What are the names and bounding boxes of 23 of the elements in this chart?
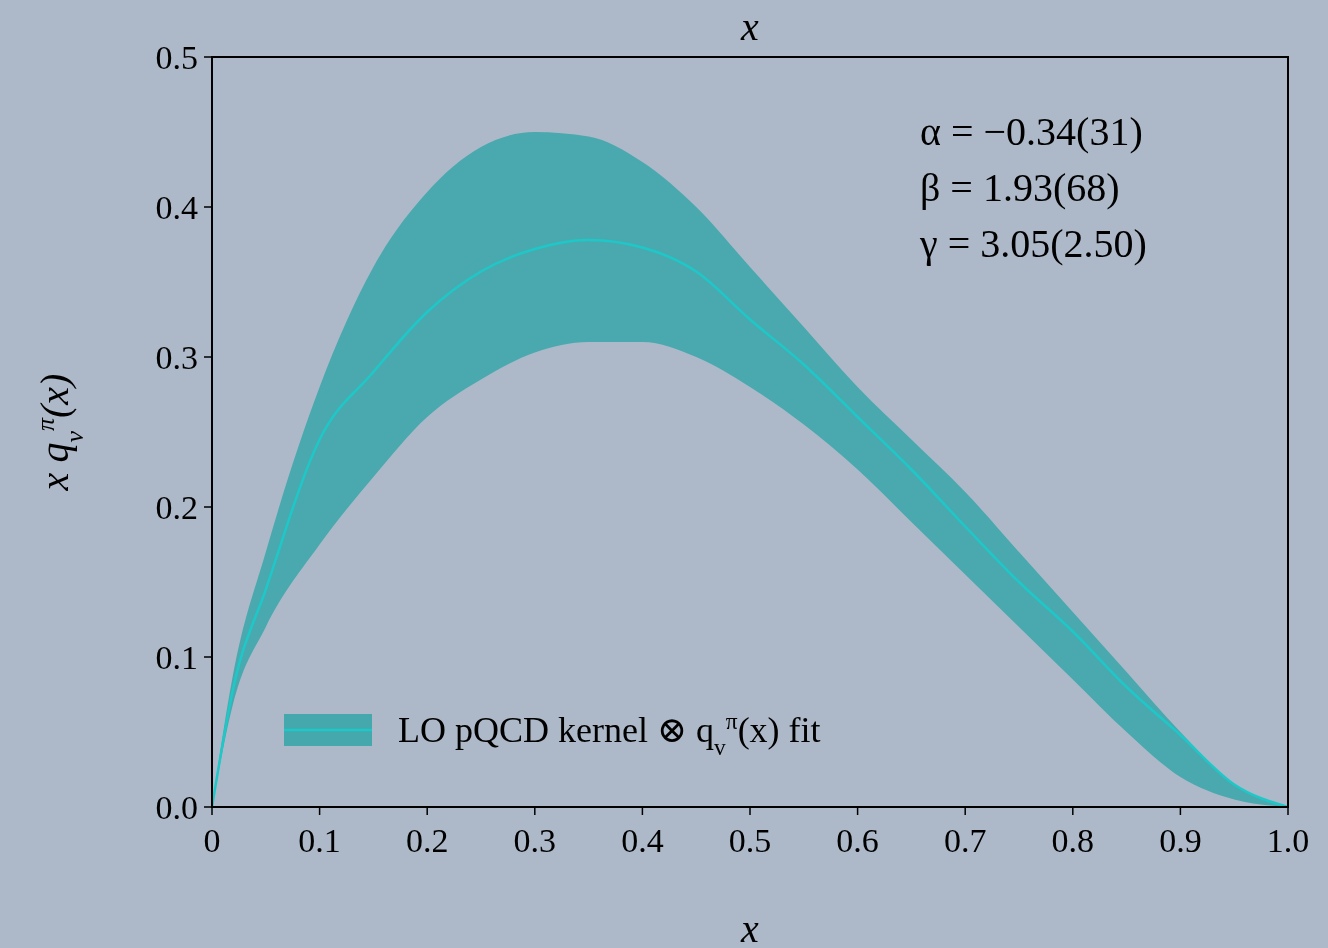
legend-label: LO pQCD kernel ⊗ q$_{v}$$^{π}$(x) fit xyxy=(398,708,821,760)
x-axis-title: x xyxy=(740,906,760,948)
x-tick-label: 0.3 xyxy=(513,822,557,859)
x-tick-label: 0.5 xyxy=(728,822,772,859)
y-tick-label: 0.4 xyxy=(155,189,198,226)
y-tick-label: 0.1 xyxy=(155,639,198,676)
chart-title: x xyxy=(740,4,760,49)
x-tick-label: 0.9 xyxy=(1159,822,1202,859)
x-tick-label: 0 xyxy=(203,822,221,859)
y-tick-label: 0.5 xyxy=(155,39,198,76)
y-tick-label: 0.2 xyxy=(155,489,198,526)
x-tick-label: 1.0 xyxy=(1266,822,1310,859)
annotation: β = 1.93(68) xyxy=(920,165,1120,210)
x-tick-label: 0.6 xyxy=(836,822,879,859)
y-tick-label: 0.0 xyxy=(155,789,198,826)
x-tick-label: 0.1 xyxy=(298,822,341,859)
x-tick-label: 0.7 xyxy=(943,822,987,859)
annotation: γ = 3.05(2.50) xyxy=(919,221,1147,266)
y-tick-label: 0.3 xyxy=(155,339,198,376)
annotation: α = −0.34(31) xyxy=(920,109,1143,154)
x-tick-label: 0.4 xyxy=(621,822,664,859)
x-tick-label: 0.2 xyxy=(405,822,449,859)
x-tick-label: 0.8 xyxy=(1051,822,1095,859)
